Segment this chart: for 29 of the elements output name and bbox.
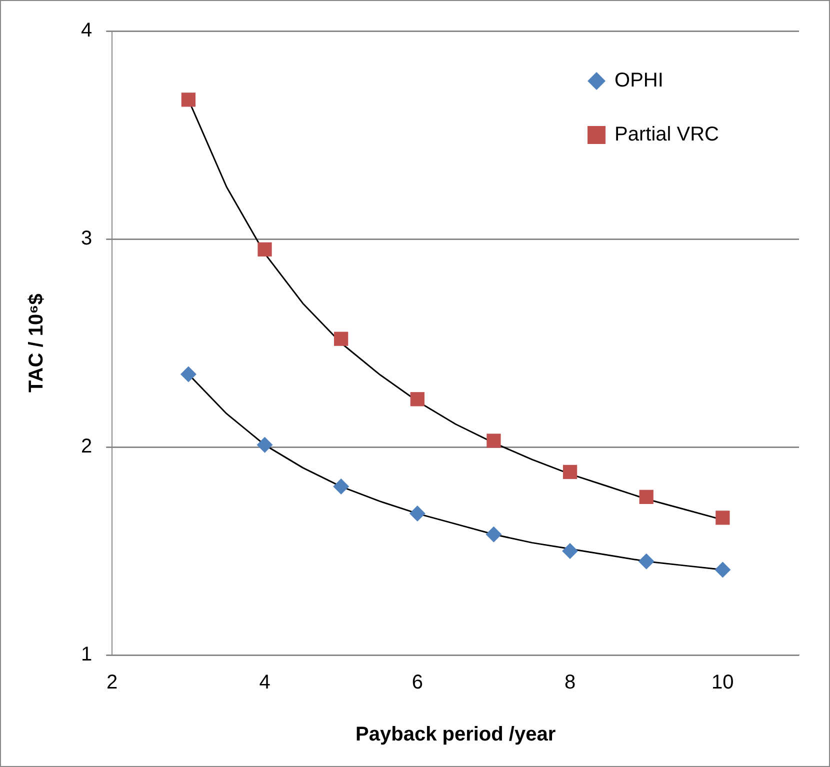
- x-tick-label: 6: [412, 672, 423, 694]
- point: [562, 464, 578, 480]
- y-tick-label: 3: [81, 228, 92, 250]
- point: [181, 92, 196, 107]
- point: [333, 478, 350, 495]
- x-tick-label: 2: [106, 672, 118, 694]
- y-tick-label: 2: [81, 436, 92, 458]
- point: [410, 392, 424, 406]
- y-tick-label: 1: [81, 644, 92, 666]
- point: [256, 436, 273, 453]
- point: [334, 332, 348, 346]
- point: [258, 242, 272, 256]
- x-tick-label: 8: [564, 672, 576, 694]
- point: [180, 366, 196, 382]
- point: [486, 526, 502, 542]
- y-axis-title: TAC / 10⁶$: [26, 294, 48, 392]
- point: [639, 490, 654, 504]
- point: [716, 510, 730, 525]
- legend-label: OPHI: [614, 70, 664, 92]
- x-tick-label: 4: [259, 672, 270, 694]
- legend-label: Partial VRC: [614, 124, 720, 146]
- point: [714, 562, 731, 578]
- point: [638, 553, 654, 570]
- point: [562, 543, 578, 559]
- x-axis-title: Payback period /year: [356, 724, 556, 746]
- point: [486, 434, 501, 448]
- point: [409, 506, 426, 522]
- x-tick-label: 10: [712, 672, 734, 694]
- y-tick-label: 4: [81, 20, 92, 42]
